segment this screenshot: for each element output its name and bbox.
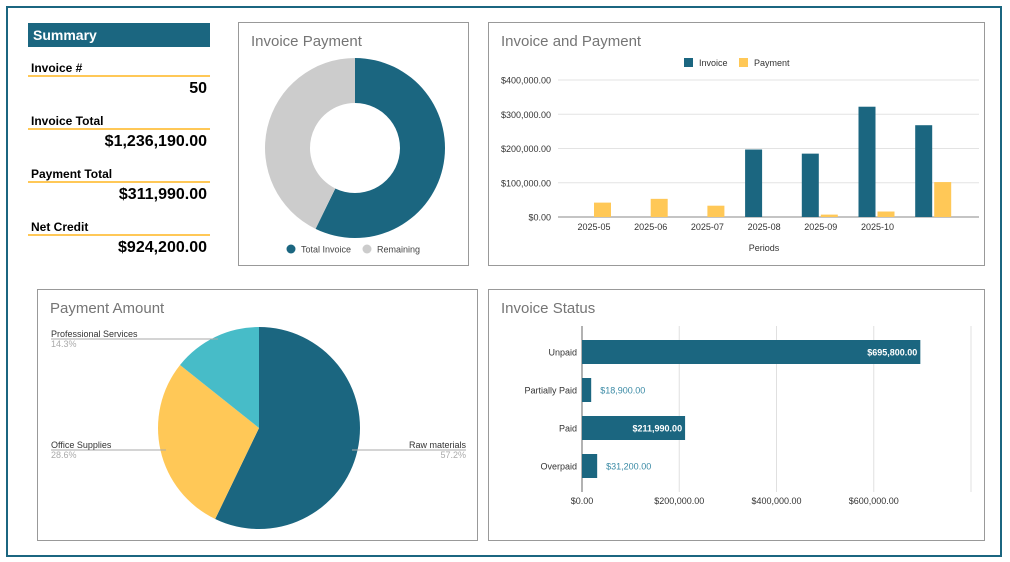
x-tick-label: 2025-06 <box>634 222 667 232</box>
data-label: $211,990.00 <box>633 424 683 434</box>
invoice-and-payment-chart[interactable]: Invoice and Payment $0.00 $100,000.00 $200… <box>488 22 985 266</box>
y-tick-label: Paid <box>559 424 577 434</box>
bar-payment <box>650 198 668 217</box>
data-label: $18,900.00 <box>600 386 645 396</box>
y-tick-label: Unpaid <box>548 348 577 358</box>
bar-partially-paid <box>582 378 592 402</box>
x-tick-label: $400,000.00 <box>751 496 801 506</box>
chart-title: Invoice Status <box>501 300 596 317</box>
y-tick-label: $100,000.00 <box>501 178 551 188</box>
dashboard-frame <box>6 6 1002 557</box>
x-tick-label: $200,000.00 <box>654 496 704 506</box>
bar-payment <box>594 202 611 217</box>
legend-label: Remaining <box>377 245 420 255</box>
legend-marker <box>684 58 693 67</box>
bar-unpaid <box>582 340 921 364</box>
invoice-payment-chart[interactable]: Invoice Payment Total Invoice Remaining <box>238 22 469 266</box>
bar-payment <box>934 182 952 217</box>
chart-title: Payment Amount <box>50 300 165 317</box>
x-tick-label: $0.00 <box>571 496 594 506</box>
bar-overpaid <box>582 454 598 478</box>
data-label: $695,800.00 <box>867 348 917 358</box>
y-tick-label: Partially Paid <box>524 386 577 396</box>
bar-paid <box>582 416 686 440</box>
payment-amount-chart[interactable]: Payment Amount Raw materials 57.2% Office … <box>37 289 478 541</box>
legend-label: Invoice <box>699 58 728 68</box>
x-tick-label: $600,000.00 <box>849 496 899 506</box>
x-tick-label: 2025-07 <box>691 222 724 232</box>
invoice-count-label: Invoice # <box>28 60 210 77</box>
legend-label: Payment <box>754 58 790 68</box>
legend-marker <box>286 244 296 254</box>
slice-label: Office Supplies <box>51 440 112 450</box>
slice-percent: 28.6% <box>51 450 77 460</box>
y-tick-label: $200,000.00 <box>501 144 551 154</box>
chart-title: Invoice and Payment <box>501 33 642 50</box>
y-tick-label: Overpaid <box>540 462 577 472</box>
slice-label: Raw materials <box>409 440 467 450</box>
x-tick-label: 2025-05 <box>577 222 610 232</box>
bar-invoice <box>745 149 763 217</box>
bar-invoice <box>801 153 819 217</box>
bar-payment <box>707 205 725 217</box>
x-tick-label: 2025-08 <box>748 222 781 232</box>
legend-label: Total Invoice <box>301 245 351 255</box>
y-tick-label: $0.00 <box>528 213 551 223</box>
payment-total-value: $311,990.00 <box>118 186 207 203</box>
invoice-count-value: 50 <box>189 80 207 97</box>
y-tick-label: $400,000.00 <box>501 76 551 86</box>
net-credit-label: Net Credit <box>28 219 210 236</box>
legend-marker <box>362 244 372 254</box>
x-tick-label: 2025-10 <box>861 222 894 232</box>
donut-slice-remaining <box>264 58 355 229</box>
pie-slice-office-supplies <box>157 365 259 519</box>
slice-percent: 57.2% <box>440 450 466 460</box>
slice-label: Professional Services <box>51 329 138 339</box>
y-tick-label: $300,000.00 <box>501 110 551 120</box>
data-label: $31,200.00 <box>606 462 651 472</box>
invoice-status-chart[interactable]: Invoice Status $0.00 $200,000.00 $400,000.… <box>488 289 985 541</box>
chart-title: Invoice Payment <box>251 33 362 50</box>
summary-title: Summary <box>28 23 210 47</box>
bar-payment <box>820 214 838 217</box>
pie-slice-professional-services <box>180 327 259 428</box>
bar-payment <box>877 211 895 217</box>
bar-invoice <box>915 125 933 217</box>
slice-percent: 14.3% <box>51 339 77 349</box>
x-tick-label: 2025-09 <box>804 222 837 232</box>
net-credit-value: $924,200.00 <box>118 239 207 256</box>
payment-total-label: Payment Total <box>28 166 210 183</box>
invoice-total-value: $1,236,190.00 <box>104 133 207 150</box>
x-axis-label: Periods <box>749 243 780 253</box>
summary-panel: Summary Invoice # 50 Invoice Total $1,23… <box>28 23 210 259</box>
legend-marker <box>739 58 748 67</box>
invoice-total-label: Invoice Total <box>28 113 210 130</box>
donut-slice-total-invoice <box>315 58 445 238</box>
pie-slice-raw-materials <box>215 327 360 529</box>
bar-invoice <box>858 106 876 217</box>
